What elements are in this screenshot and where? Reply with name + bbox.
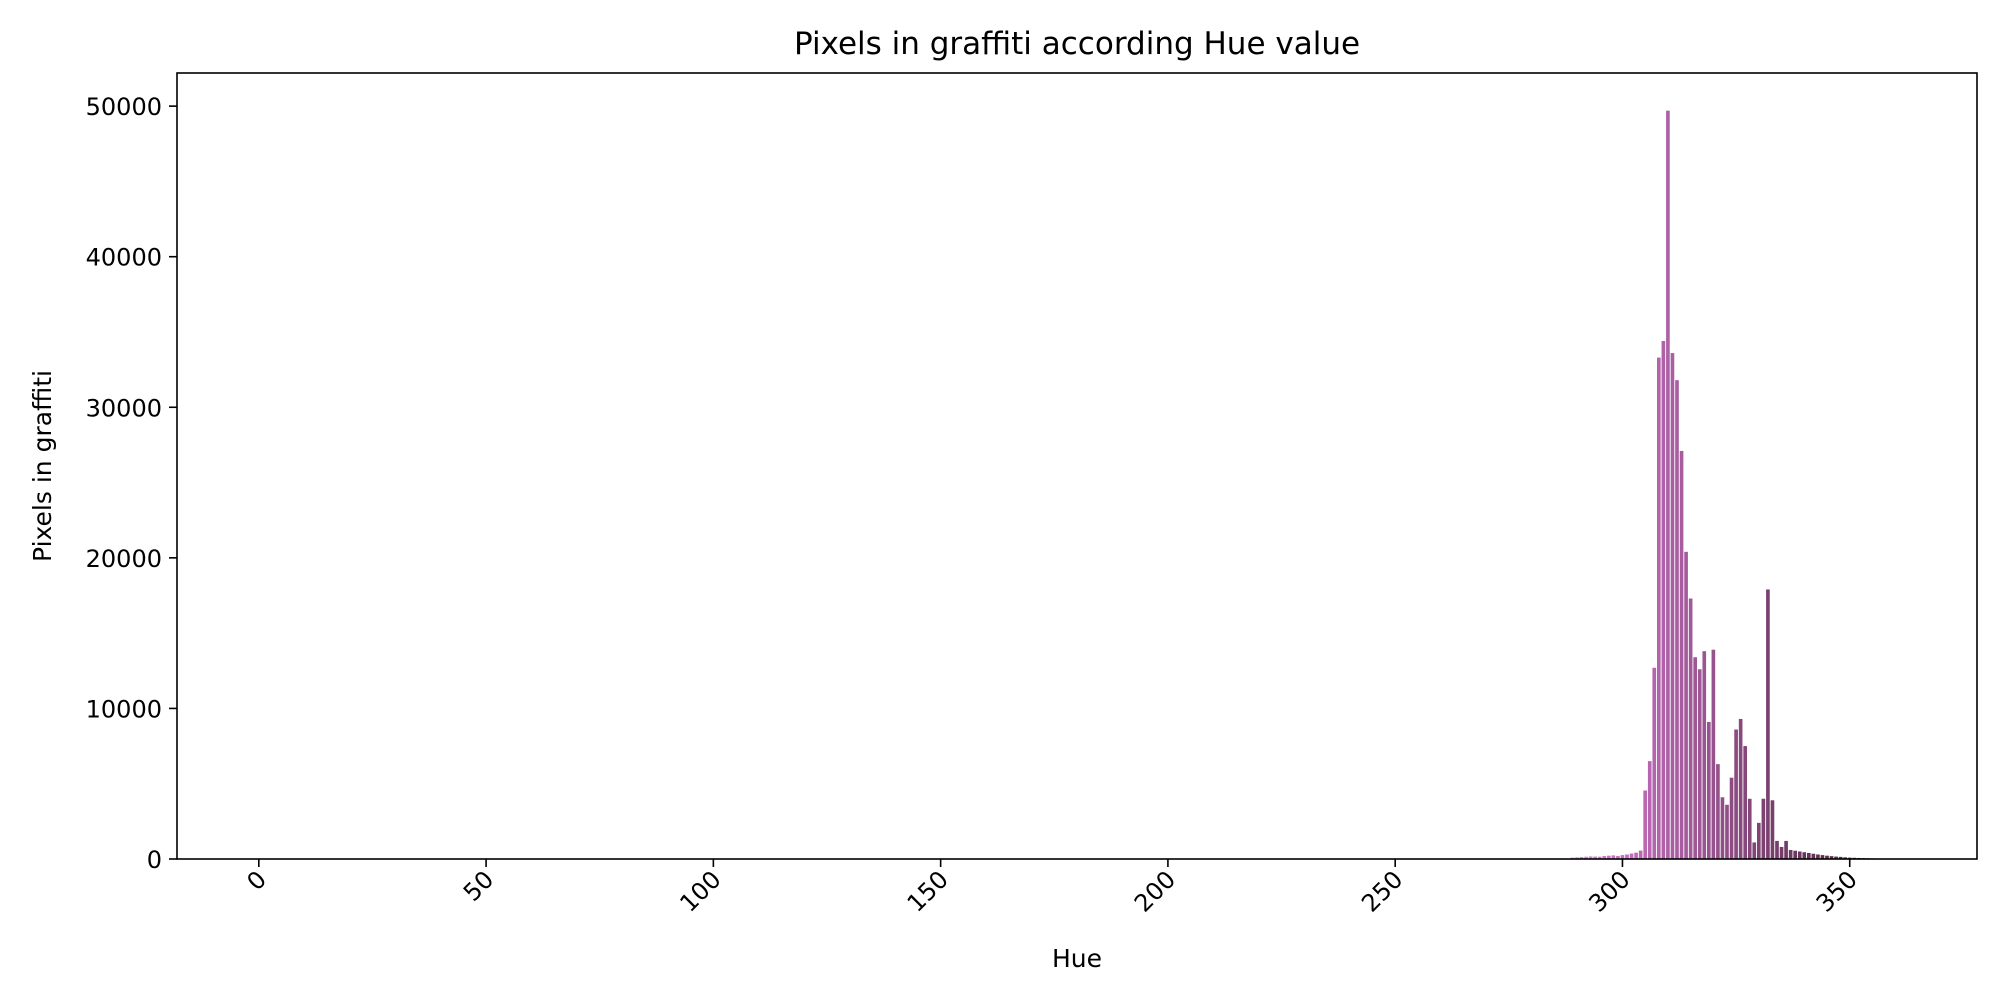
y-tick-label: 20000 — [86, 545, 162, 573]
bar — [1770, 800, 1775, 859]
y-axis-ticks: 0 10000 20000 30000 40000 50000 — [86, 93, 177, 874]
bar — [1593, 856, 1597, 859]
x-tick-label: 250 — [1356, 865, 1408, 917]
bar — [1734, 729, 1738, 859]
bar — [1738, 718, 1743, 859]
bar — [1747, 798, 1752, 859]
bar — [1811, 853, 1816, 859]
plot-frame — [176, 72, 1978, 860]
bar — [1575, 857, 1579, 859]
bar — [1807, 852, 1811, 859]
bar — [1829, 856, 1834, 859]
bar — [1702, 651, 1707, 859]
y-tick-label: 0 — [147, 846, 162, 874]
bar — [1670, 353, 1675, 859]
bar — [1666, 110, 1670, 859]
bar — [1711, 649, 1716, 859]
bar — [1661, 341, 1666, 859]
bar — [1697, 669, 1702, 859]
bar — [1620, 855, 1625, 859]
bar — [1634, 852, 1638, 859]
y-tick-label: 40000 — [86, 244, 162, 272]
x-axis-ticks: 0 50 100 150 200 250 300 350 — [241, 859, 1863, 918]
bar — [1797, 851, 1802, 859]
bar — [1743, 746, 1747, 859]
bar — [1584, 856, 1588, 859]
bar — [1657, 357, 1661, 859]
bar — [1588, 856, 1593, 859]
x-tick-label: 300 — [1584, 865, 1636, 917]
bar — [1684, 551, 1688, 859]
bar — [1579, 857, 1584, 859]
x-tick-label: 100 — [674, 865, 726, 917]
bar — [1638, 850, 1643, 859]
bar — [1784, 840, 1788, 859]
y-tick-label: 10000 — [86, 695, 162, 723]
bar — [1816, 854, 1820, 859]
bar — [1707, 721, 1711, 859]
bar — [1693, 657, 1697, 859]
bar — [1629, 853, 1634, 859]
x-tick-label: 200 — [1129, 865, 1181, 917]
bar — [1838, 856, 1843, 859]
bar — [1775, 840, 1779, 859]
bar — [1729, 777, 1734, 859]
x-tick-label: 350 — [1811, 865, 1863, 917]
bar — [1820, 855, 1825, 859]
bar — [1779, 846, 1784, 859]
plot-area — [176, 72, 1978, 860]
bar — [1616, 855, 1620, 859]
bar — [1688, 598, 1693, 859]
bar — [1802, 852, 1807, 859]
bar — [1643, 790, 1647, 859]
bar — [1607, 855, 1611, 859]
bar — [1843, 857, 1847, 859]
y-tick-label: 50000 — [86, 93, 162, 121]
bars — [1570, 110, 1893, 859]
y-axis-label: Pixels in graffiti — [28, 370, 57, 562]
bar — [1752, 842, 1757, 859]
bar — [1716, 764, 1720, 859]
bar — [1602, 855, 1607, 859]
y-tick-label: 30000 — [86, 394, 162, 422]
chart-title: Pixels in graffiti according Hue value — [794, 26, 1360, 62]
bar — [1825, 855, 1829, 859]
x-tick-label: 50 — [458, 865, 499, 906]
bar — [1761, 798, 1766, 859]
bar — [1757, 822, 1761, 859]
bar — [1625, 854, 1629, 859]
x-tick-label: 0 — [241, 865, 272, 896]
bar — [1725, 804, 1729, 859]
bar — [1675, 380, 1679, 859]
bar — [1766, 589, 1770, 859]
bar — [1652, 667, 1657, 859]
x-axis-label: Hue — [1052, 944, 1102, 973]
bar — [1679, 450, 1684, 859]
bar — [1720, 797, 1725, 859]
bar — [1793, 850, 1797, 859]
bar — [1597, 856, 1602, 859]
x-tick-label: 150 — [902, 865, 954, 917]
bar — [1647, 761, 1652, 859]
bar — [1611, 855, 1616, 859]
bar — [1788, 849, 1793, 859]
bar — [1834, 856, 1838, 859]
